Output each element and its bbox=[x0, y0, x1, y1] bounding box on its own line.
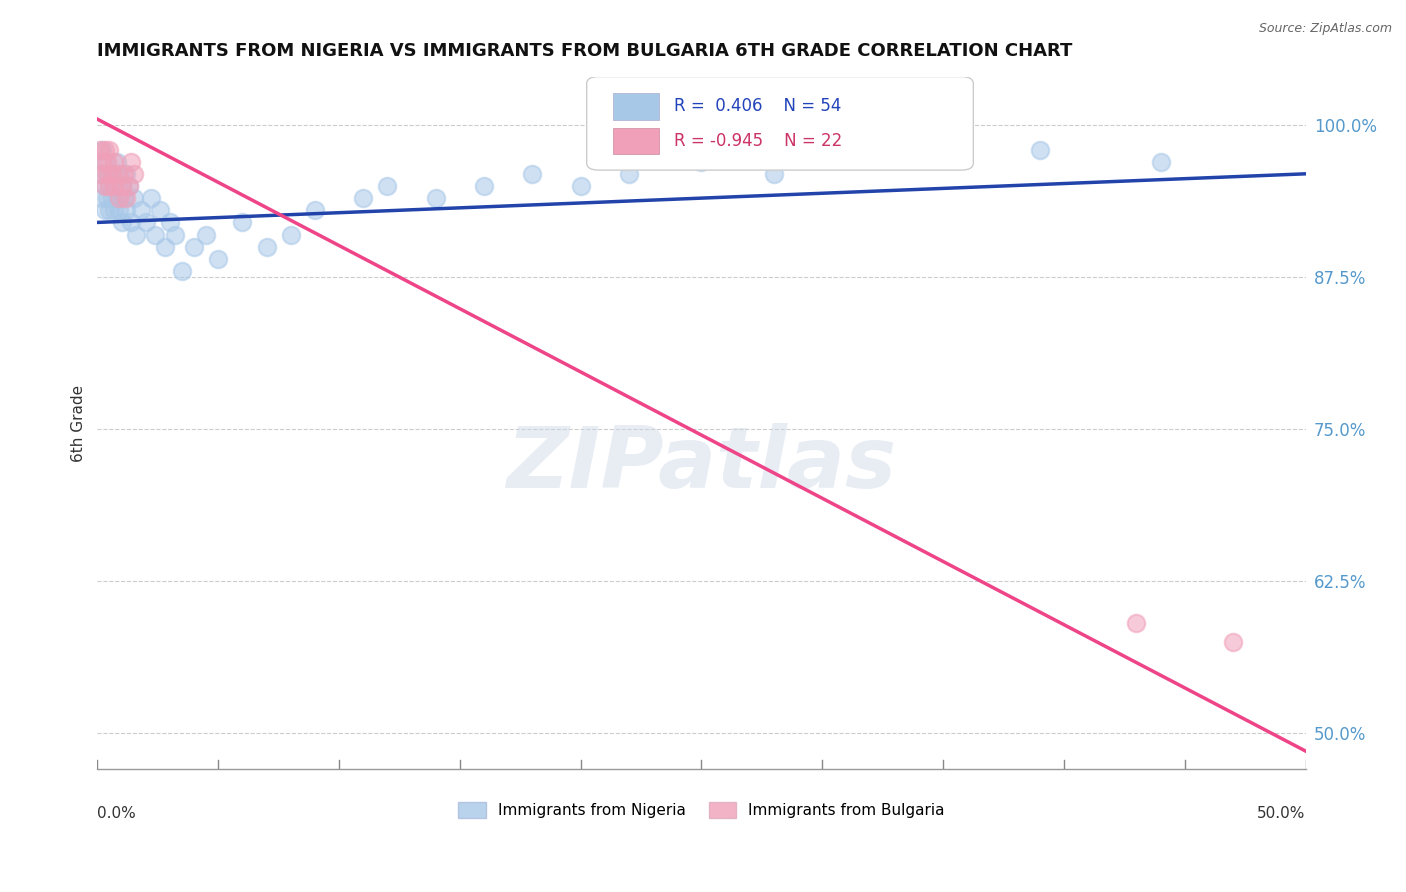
Point bbox=[93, 203, 115, 218]
Legend: Immigrants from Nigeria, Immigrants from Bulgaria: Immigrants from Nigeria, Immigrants from… bbox=[451, 796, 950, 824]
Point bbox=[91, 191, 114, 205]
Point bbox=[231, 215, 253, 229]
Point bbox=[690, 154, 713, 169]
Point bbox=[120, 215, 142, 229]
Point bbox=[108, 203, 131, 218]
Point bbox=[98, 203, 121, 218]
Point bbox=[105, 191, 128, 205]
Point bbox=[183, 240, 205, 254]
Point bbox=[103, 154, 125, 169]
Y-axis label: 6th Grade: 6th Grade bbox=[72, 384, 86, 461]
Point bbox=[91, 154, 114, 169]
Point bbox=[1149, 154, 1171, 169]
Point bbox=[103, 178, 125, 193]
Point bbox=[280, 227, 302, 242]
FancyBboxPatch shape bbox=[613, 128, 659, 154]
FancyBboxPatch shape bbox=[613, 94, 659, 120]
Text: ZIPatlas: ZIPatlas bbox=[506, 423, 897, 506]
Text: R = -0.945    N = 22: R = -0.945 N = 22 bbox=[673, 132, 842, 150]
Point bbox=[139, 191, 162, 205]
Point bbox=[1029, 143, 1052, 157]
Point bbox=[98, 178, 121, 193]
Point bbox=[96, 167, 118, 181]
Point bbox=[101, 191, 124, 205]
Point bbox=[129, 203, 152, 218]
Point bbox=[149, 203, 172, 218]
Text: 0.0%: 0.0% bbox=[97, 805, 136, 821]
Point bbox=[89, 167, 111, 181]
Point bbox=[135, 215, 157, 229]
Point bbox=[472, 178, 495, 193]
Point bbox=[96, 154, 118, 169]
Point bbox=[110, 178, 132, 193]
Point bbox=[569, 178, 592, 193]
Point bbox=[118, 178, 141, 193]
FancyBboxPatch shape bbox=[586, 77, 973, 170]
Point bbox=[115, 167, 138, 181]
Point bbox=[153, 240, 176, 254]
Point bbox=[118, 178, 141, 193]
Point bbox=[207, 252, 229, 266]
Point bbox=[98, 143, 121, 157]
Point bbox=[108, 167, 131, 181]
Point bbox=[89, 143, 111, 157]
Point bbox=[304, 203, 326, 218]
Point bbox=[93, 178, 115, 193]
Point bbox=[101, 167, 124, 181]
Point bbox=[93, 154, 115, 169]
Point bbox=[425, 191, 447, 205]
Point bbox=[103, 178, 125, 193]
Point bbox=[108, 191, 131, 205]
Point bbox=[115, 191, 138, 205]
Text: R =  0.406    N = 54: R = 0.406 N = 54 bbox=[673, 97, 841, 115]
Point bbox=[522, 167, 544, 181]
Point bbox=[115, 203, 138, 218]
Point bbox=[617, 167, 640, 181]
Point bbox=[195, 227, 218, 242]
Point bbox=[101, 167, 124, 181]
Text: 50.0%: 50.0% bbox=[1257, 805, 1306, 821]
Text: IMMIGRANTS FROM NIGERIA VS IMMIGRANTS FROM BULGARIA 6TH GRADE CORRELATION CHART: IMMIGRANTS FROM NIGERIA VS IMMIGRANTS FR… bbox=[97, 42, 1073, 60]
Point bbox=[91, 167, 114, 181]
Point bbox=[112, 191, 135, 205]
Point bbox=[375, 178, 398, 193]
Point bbox=[125, 227, 148, 242]
Point bbox=[143, 227, 166, 242]
Point bbox=[110, 178, 132, 193]
Point bbox=[96, 167, 118, 181]
Point bbox=[98, 178, 121, 193]
Text: Source: ZipAtlas.com: Source: ZipAtlas.com bbox=[1258, 22, 1392, 36]
Point bbox=[110, 215, 132, 229]
Point bbox=[1125, 616, 1147, 631]
Point bbox=[163, 227, 186, 242]
Point bbox=[91, 143, 114, 157]
Point bbox=[1222, 634, 1244, 648]
Point bbox=[120, 154, 142, 169]
Point bbox=[256, 240, 278, 254]
Point bbox=[122, 167, 145, 181]
Point bbox=[112, 167, 135, 181]
Point bbox=[105, 154, 128, 169]
Point bbox=[352, 191, 374, 205]
Point bbox=[93, 143, 115, 157]
Point bbox=[159, 215, 181, 229]
Point bbox=[96, 191, 118, 205]
Point bbox=[105, 167, 128, 181]
Point bbox=[93, 178, 115, 193]
Point bbox=[122, 191, 145, 205]
Point bbox=[103, 203, 125, 218]
Point bbox=[170, 264, 193, 278]
Point bbox=[762, 167, 785, 181]
